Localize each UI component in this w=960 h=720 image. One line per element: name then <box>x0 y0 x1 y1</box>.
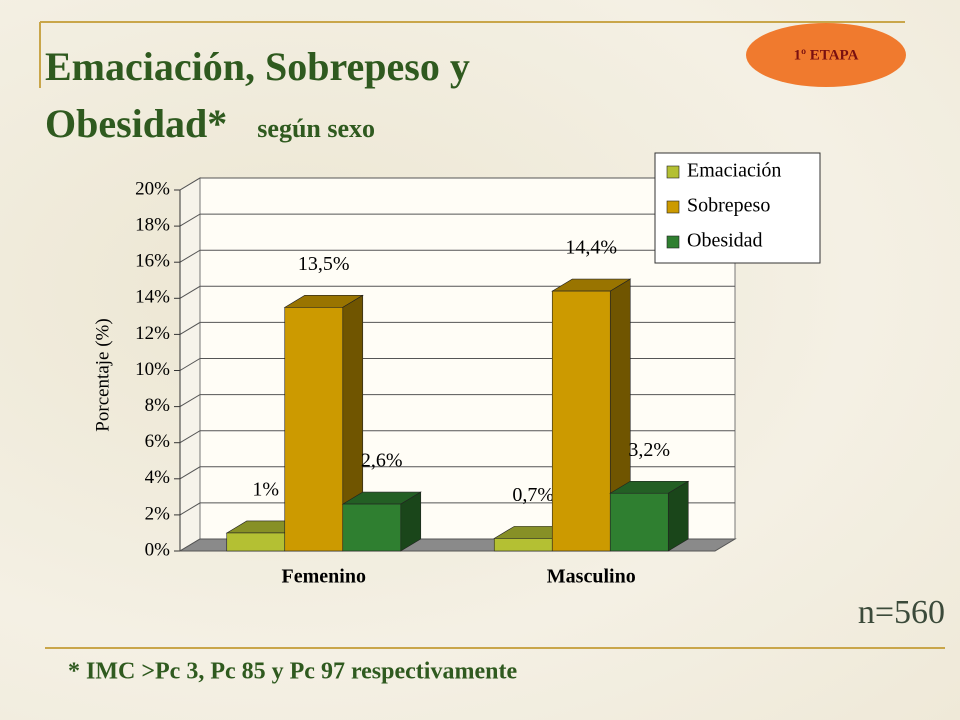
bar <box>226 532 286 552</box>
bar <box>342 503 402 552</box>
badge <box>746 23 906 87</box>
y-tick-label: 12% <box>135 323 170 344</box>
bar <box>609 492 669 552</box>
value-label: 0,7% <box>512 484 554 506</box>
value-label: 3,2% <box>628 439 670 461</box>
grid-line <box>179 249 735 263</box>
title-text: Emaciación, Sobrepeso y Obesidad* <box>45 44 470 146</box>
y-tick-label: 2% <box>145 503 171 524</box>
legend-label: Obesidad <box>687 230 763 252</box>
y-tick-label: 10% <box>135 359 170 380</box>
y-tick-label: 4% <box>145 467 171 488</box>
y-tick-label: 6% <box>145 431 171 452</box>
y-tick-label: 16% <box>135 251 170 272</box>
y-axis-label: Porcentaje (%) <box>92 318 113 431</box>
title: Emaciación, Sobrepeso y Obesidad* según s… <box>45 38 605 157</box>
y-tick-label: 18% <box>135 214 170 235</box>
sample-size: n=560 <box>858 594 945 631</box>
value-label: 1% <box>252 479 279 501</box>
legend-label: Emaciación <box>687 160 781 182</box>
legend-swatch <box>666 165 680 179</box>
legend-label: Sobrepeso <box>687 195 770 217</box>
value-label: 2,6% <box>361 450 403 472</box>
y-tick-label: 0% <box>145 539 171 560</box>
y-tick-label: 14% <box>135 287 170 308</box>
grid-line <box>179 177 735 191</box>
bar <box>493 538 553 552</box>
value-label: 14,4% <box>565 237 617 259</box>
y-tick-label: 8% <box>145 395 171 416</box>
legend-swatch <box>666 200 680 214</box>
footnote: * IMC >Pc 3, Pc 85 y Pc 97 respectivamen… <box>68 659 517 685</box>
bar-side <box>667 480 689 552</box>
x-tick-label: Femenino <box>282 566 366 588</box>
bar <box>551 290 611 552</box>
subtitle: según sexo <box>257 114 376 143</box>
bar <box>284 307 344 552</box>
grid-line <box>179 285 735 299</box>
badge-text: 1º ETAPA <box>794 47 859 63</box>
legend <box>654 152 821 264</box>
value-label: 13,5% <box>298 253 350 275</box>
y-tick-label: 20% <box>135 178 170 199</box>
legend-swatch <box>666 235 680 249</box>
x-tick-label: Masculino <box>547 566 636 588</box>
grid-line <box>179 213 735 227</box>
